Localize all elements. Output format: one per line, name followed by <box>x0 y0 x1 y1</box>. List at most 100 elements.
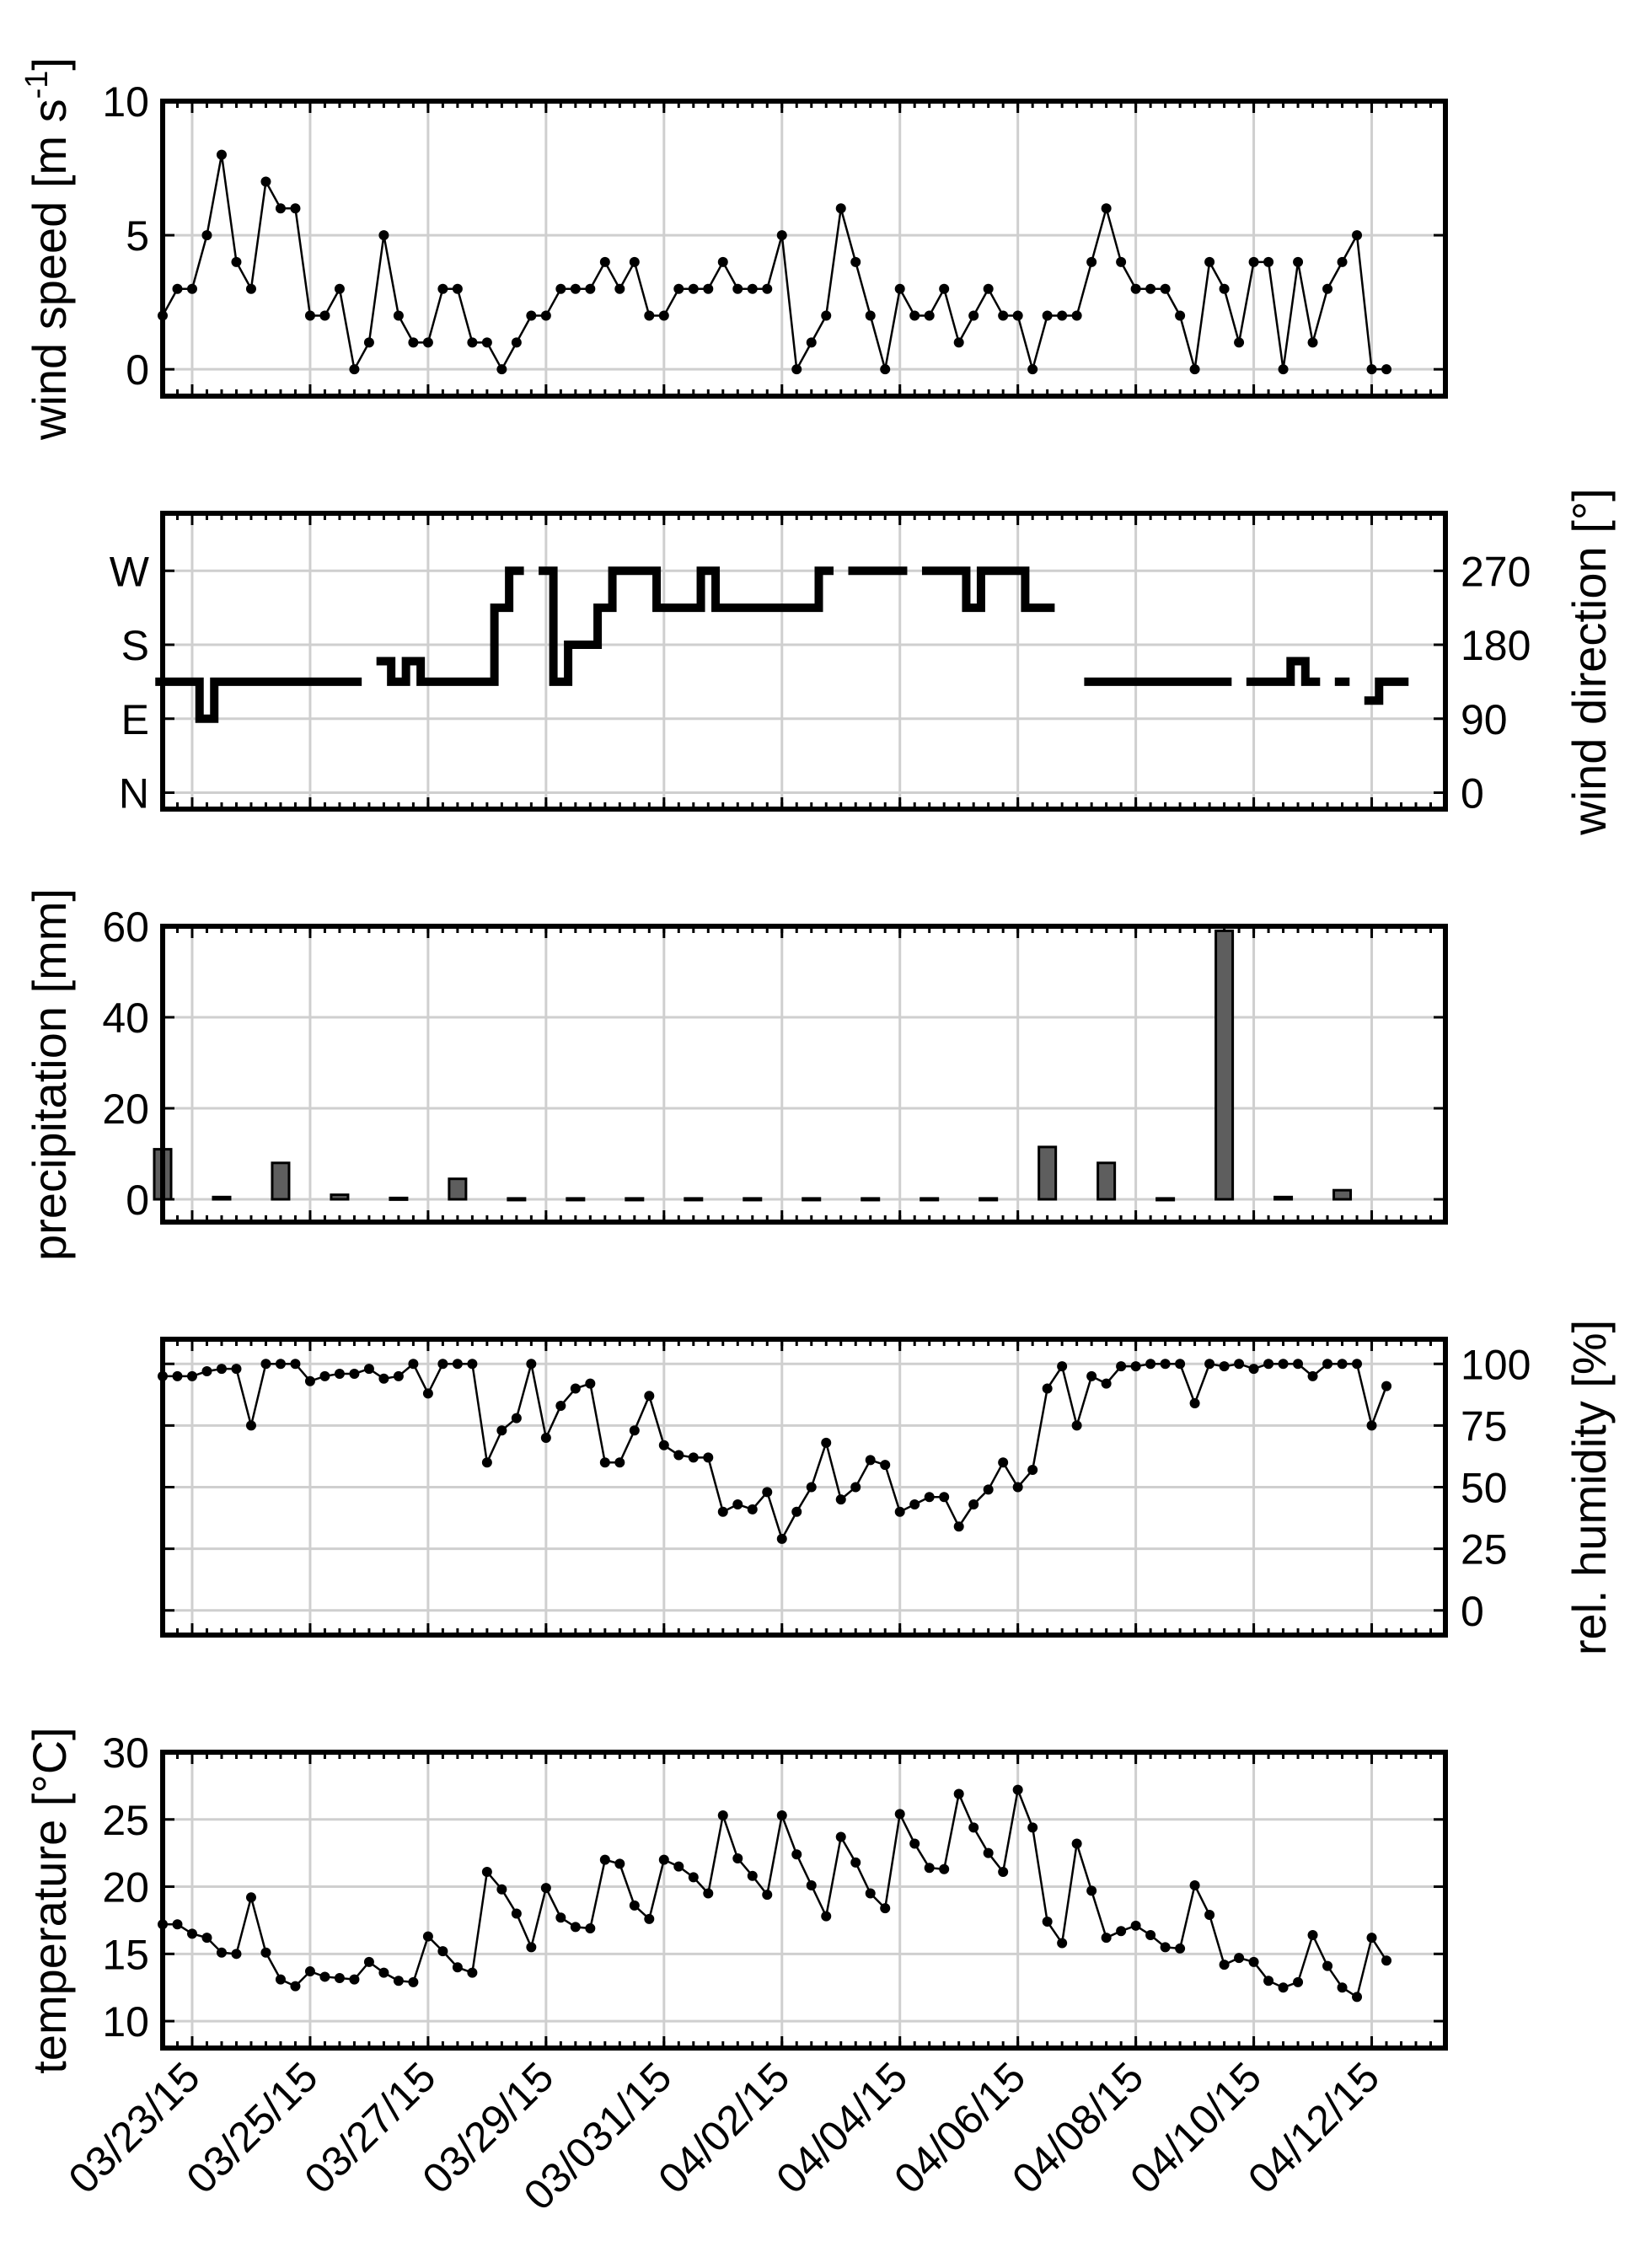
precipitation-bar <box>330 1193 350 1201</box>
temperature-point <box>1278 1982 1289 1993</box>
rel-humidity-point <box>393 1370 404 1381</box>
rel-humidity-point <box>1071 1420 1082 1431</box>
wind-speed-point <box>1101 203 1112 214</box>
wind-speed-point <box>983 283 994 294</box>
rel-humidity-point <box>703 1452 714 1463</box>
wind-speed-point <box>408 337 419 348</box>
wind-speed-point <box>865 310 876 321</box>
rel-humidity-point <box>894 1506 905 1517</box>
rel-humidity-point <box>850 1482 861 1493</box>
y-tick-label: 180 <box>1461 622 1531 669</box>
rel-humidity-point <box>791 1506 802 1517</box>
y-tick-label: 25 <box>102 1797 149 1844</box>
wind-speed-point <box>231 256 242 267</box>
temperature-point <box>1160 1942 1171 1953</box>
temperature-point <box>673 1861 684 1872</box>
rel-humidity-point <box>983 1484 994 1495</box>
y-tick-label: 30 <box>102 1729 149 1777</box>
wind-direction-series <box>1246 657 1321 686</box>
temperature-point <box>732 1853 743 1864</box>
compass-tick-label: S <box>121 622 149 669</box>
wind-speed-point <box>806 337 817 348</box>
temperature-point <box>599 1854 610 1865</box>
temperature-point <box>319 1971 330 1982</box>
temperature-point <box>1027 1822 1038 1833</box>
temperature-point <box>1381 1955 1392 1966</box>
wind-direction-series <box>376 566 524 686</box>
wind-speed-point <box>1381 364 1392 375</box>
temperature-point <box>511 1908 522 1919</box>
rel-humidity-point <box>629 1425 640 1436</box>
wind-speed-point <box>437 283 448 294</box>
temperature-point <box>1086 1885 1097 1896</box>
wind-speed-point <box>1263 256 1274 267</box>
rel-humidity-point <box>1057 1361 1068 1372</box>
precipitation-bar <box>1096 1161 1117 1201</box>
temperature-point <box>629 1900 640 1911</box>
temperature-point <box>1042 1917 1053 1928</box>
precipitation-bar <box>566 1197 586 1202</box>
rel-humidity-point <box>201 1366 212 1377</box>
temperature-point <box>791 1849 802 1860</box>
rel-humidity-point <box>172 1370 183 1381</box>
rel-humidity-point <box>304 1375 315 1386</box>
rel-humidity-point <box>216 1364 227 1375</box>
precipitation-bar <box>448 1177 468 1201</box>
temperature-point <box>349 1974 360 1985</box>
rel-humidity-point <box>658 1440 669 1450</box>
wind-speed-point <box>1160 283 1171 294</box>
temperature-point <box>747 1870 758 1881</box>
rel-humidity-point <box>260 1359 271 1370</box>
wind-speed-point <box>172 283 183 294</box>
wind-speed-plot-frame <box>160 99 1448 399</box>
wind-speed-point <box>688 283 699 294</box>
wind-speed-point <box>378 230 389 241</box>
wind-speed-point <box>968 310 979 321</box>
wind-speed-point <box>1293 256 1304 267</box>
temperature-point <box>422 1931 433 1942</box>
wind-speed-point <box>1248 256 1259 267</box>
temperature-axis-title: temperature [°C] <box>23 1727 76 2073</box>
precipitation-bar <box>802 1197 822 1202</box>
temperature-point <box>496 1884 507 1895</box>
rel-humidity-point <box>1352 1359 1363 1370</box>
rel-humidity-point <box>1012 1482 1023 1493</box>
temperature-point <box>1189 1879 1200 1890</box>
wind-speed-point <box>319 310 330 321</box>
y-tick-label: 10 <box>102 78 149 126</box>
wind-speed-point <box>673 283 684 294</box>
temperature-panel: 10 15 20 25 30 temperature [°C] <box>23 1727 1448 2074</box>
y-tick-label: 40 <box>102 995 149 1042</box>
temperature-point <box>1130 1920 1141 1931</box>
temperature-point <box>260 1947 271 1958</box>
temperature-point <box>540 1883 551 1894</box>
wind-speed-point <box>452 283 463 294</box>
wind-speed-point <box>1086 256 1097 267</box>
temperature-point <box>658 1854 669 1865</box>
temperature-point <box>304 1966 315 1977</box>
wind-speed-point <box>747 283 758 294</box>
precipitation-bar <box>507 1197 527 1202</box>
temperature-point <box>909 1838 920 1849</box>
temperature-point <box>245 1892 256 1903</box>
wind-speed-point <box>939 283 950 294</box>
wind-speed-point <box>511 337 522 348</box>
rel-humidity-point <box>1248 1364 1259 1375</box>
temperature-point <box>363 1956 374 1967</box>
y-tick-label: 90 <box>1461 696 1508 743</box>
rel-humidity-point <box>585 1378 596 1389</box>
wind-speed-point <box>614 283 625 294</box>
wind-speed-point <box>393 310 404 321</box>
temperature-point <box>231 1949 242 1960</box>
wind-speed-point <box>260 176 271 187</box>
y-tick-label: 270 <box>1461 548 1531 595</box>
wind-speed-point <box>703 283 714 294</box>
temperature-point <box>1204 1910 1215 1921</box>
precipitation-bar <box>743 1197 763 1202</box>
temperature-point <box>393 1976 404 1987</box>
rel-humidity-point <box>953 1521 964 1532</box>
wind-speed-point <box>290 203 301 214</box>
wind-speed-axis-title: wind speed [m s-1] <box>19 57 76 441</box>
temperature-point <box>894 1809 905 1820</box>
